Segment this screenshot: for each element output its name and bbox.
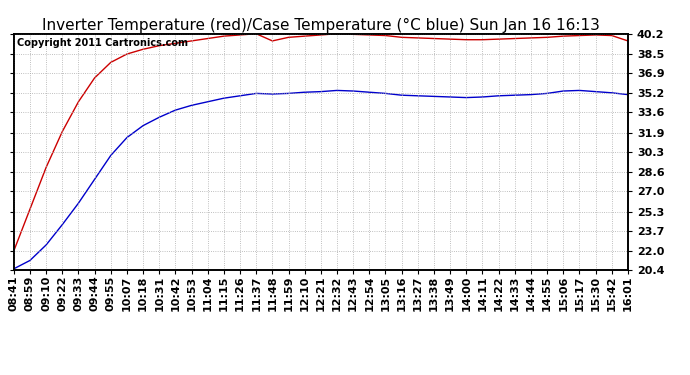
Title: Inverter Temperature (red)/Case Temperature (°C blue) Sun Jan 16 16:13: Inverter Temperature (red)/Case Temperat… (42, 18, 600, 33)
Text: Copyright 2011 Cartronics.com: Copyright 2011 Cartronics.com (17, 39, 188, 48)
